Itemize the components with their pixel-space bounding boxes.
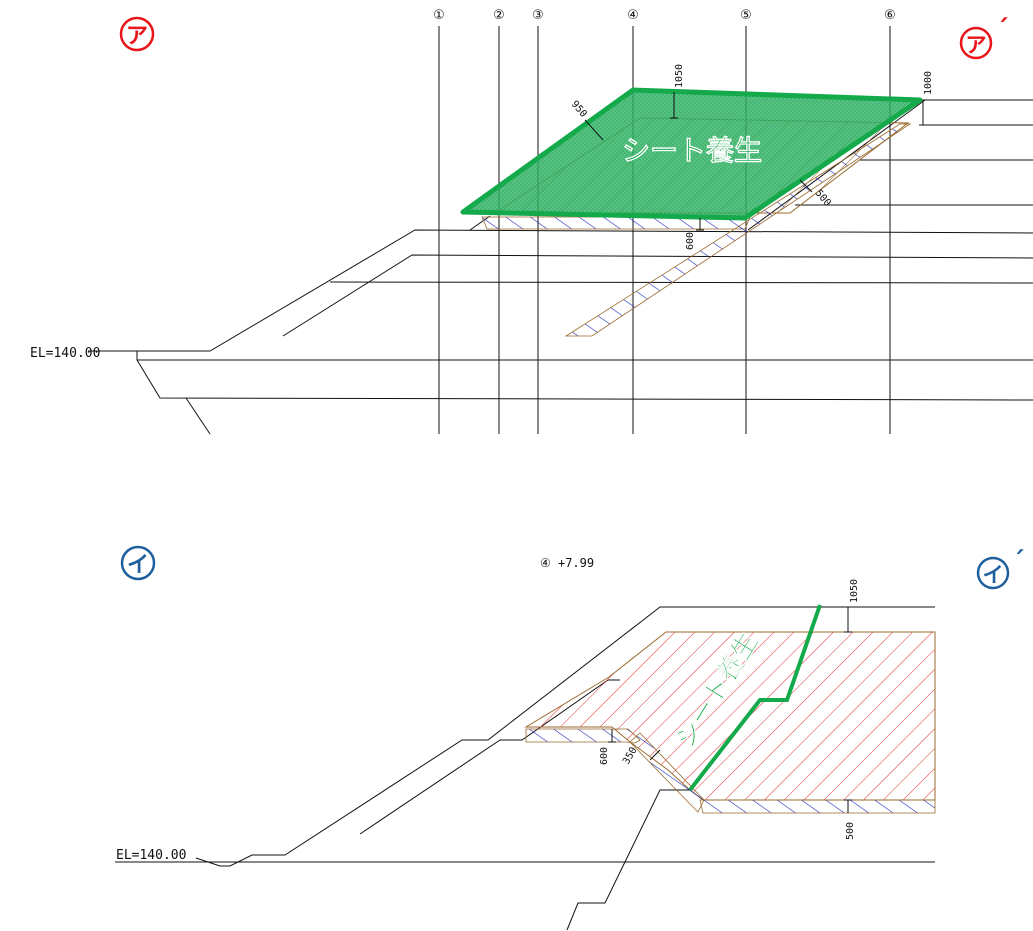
station-label-6: ⑥	[884, 8, 896, 23]
section-b-left-marker: イ	[120, 545, 156, 581]
section-a-elevation-label: EL=140.00	[30, 346, 100, 361]
section-b-station-caption: ④ +7.99	[540, 556, 594, 570]
dim-600-a: 600	[685, 232, 696, 250]
section-b-right-marker-prime: ´	[1012, 547, 1025, 577]
section-a-left-marker: ア	[119, 16, 155, 52]
section-b-elevation-label: EL=140.00	[116, 848, 186, 863]
section-a: ア ア ´ ① ② ③ ④ ⑤ ⑥	[30, 8, 1033, 435]
section-b-right-marker-label: イ	[983, 563, 1004, 587]
station-label-3: ③	[532, 8, 544, 23]
dim-1050-a: 1050	[674, 64, 685, 88]
section-b-left-marker-label: イ	[127, 553, 149, 578]
section-b-dimension-marks	[608, 607, 852, 813]
dim-1050-b: 1050	[849, 579, 860, 603]
section-b: イ イ ´ ④ +7.99 シート養生	[115, 545, 1025, 931]
section-a-left-marker-label: ア	[126, 24, 148, 49]
section-a-sheet-label: シート養生	[622, 134, 762, 167]
station-label-5: ⑤	[740, 8, 752, 23]
section-a-right-marker: ア ´	[959, 15, 1009, 60]
section-a-slope-strip	[564, 123, 912, 337]
section-a-right-marker-prime: ´	[996, 15, 1009, 45]
section-a-sheet-cover	[460, 87, 923, 221]
section-b-right-marker: イ ´	[976, 547, 1025, 590]
section-b-base-strip	[699, 799, 936, 814]
dim-1000-a: 1000	[923, 71, 934, 95]
section-a-right-marker-label: ア	[966, 33, 987, 57]
dim-600-b: 600	[599, 747, 610, 765]
dim-950-a: 950	[569, 99, 589, 120]
section-a-dimension-marks	[584, 92, 927, 231]
station-label-4: ④	[627, 8, 639, 23]
section-b-step-strip	[525, 728, 641, 744]
station-label-1: ①	[433, 8, 445, 23]
station-label-2: ②	[493, 8, 505, 23]
dim-500-b: 500	[845, 822, 856, 840]
section-b-sheet-line	[688, 604, 822, 792]
